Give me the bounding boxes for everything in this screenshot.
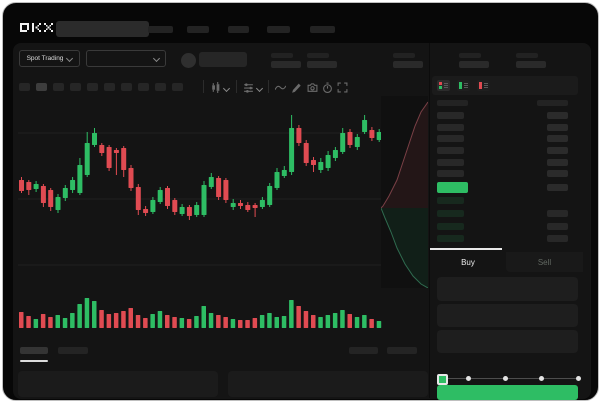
line-icon[interactable] [275, 82, 286, 93]
orderbook-view-buys-icon[interactable] [457, 80, 470, 91]
tab-buy[interactable]: Buy [430, 252, 506, 272]
search-input[interactable] [56, 21, 149, 37]
bottom-panel-1 [18, 371, 218, 397]
nav-item[interactable] [267, 26, 290, 33]
nav-item[interactable] [310, 26, 335, 33]
bottom-action-2[interactable] [387, 347, 417, 354]
draw-icon[interactable] [291, 82, 302, 93]
orderbook-view-split-icon[interactable] [437, 80, 450, 91]
slider-step-dot[interactable] [539, 376, 544, 381]
stat-value [307, 61, 337, 68]
last-amount-cell [547, 184, 568, 191]
timeframe-button[interactable] [155, 83, 166, 91]
market-type-dropdown[interactable]: Spot Trading [19, 50, 80, 67]
stat-label [307, 53, 329, 58]
stat-label [271, 53, 293, 58]
camera-icon[interactable] [307, 82, 318, 93]
order-input-1[interactable] [437, 277, 578, 301]
chevron-down-icon [152, 54, 161, 63]
ask-amount-cell [547, 112, 568, 119]
bottom-tab-indicator [20, 360, 48, 362]
order-input-2[interactable] [437, 304, 578, 327]
ask-price-cell[interactable] [437, 112, 464, 119]
volume-histogram [19, 298, 382, 328]
bid-price-cell[interactable] [437, 235, 464, 242]
bottom-panel-2 [228, 371, 428, 397]
amount-slider-handle[interactable] [437, 374, 448, 385]
nav-item[interactable] [148, 26, 173, 33]
bid-amount-cell [547, 235, 568, 242]
orderbook-view-sells-icon[interactable] [477, 80, 490, 91]
price-indicator-dot [181, 53, 196, 68]
bid-price-cell[interactable] [437, 210, 464, 217]
bottom-action-1[interactable] [349, 347, 378, 354]
nav-item[interactable] [228, 26, 249, 33]
ask-amount-cell [547, 147, 568, 154]
market-type-label: Spot Trading [26, 55, 64, 62]
ask-amount-cell [547, 124, 568, 131]
slider-step-dot[interactable] [576, 376, 581, 381]
ask-amount-cell [547, 159, 568, 166]
nav-item[interactable] [187, 26, 209, 33]
timeframe-button[interactable] [104, 83, 115, 91]
bid-price-cell[interactable] [437, 223, 464, 230]
slider-step-dot[interactable] [503, 376, 508, 381]
bottom-tab-2[interactable] [58, 347, 88, 354]
panel-divider [429, 43, 430, 398]
pair-value-placeholder[interactable] [199, 52, 247, 67]
timeframe-button[interactable] [53, 83, 64, 91]
toolbar-divider [268, 80, 269, 93]
ask-amount-cell [547, 135, 568, 142]
ask-amount-cell [547, 170, 568, 177]
ask-price-cell[interactable] [437, 147, 464, 154]
expand-icon[interactable] [337, 82, 348, 93]
last-price-highlight[interactable] [437, 182, 468, 193]
order-input-3[interactable] [437, 330, 578, 353]
timeframe-button[interactable] [121, 83, 132, 91]
stat-label [393, 53, 415, 58]
ask-price-cell[interactable] [437, 170, 464, 177]
orderbook-header [432, 76, 578, 95]
stat-value [516, 61, 546, 68]
timeframe-button[interactable] [172, 83, 183, 91]
chevron-down-icon [66, 54, 74, 63]
timeframe-button[interactable] [36, 83, 47, 91]
bid-amount-cell [547, 210, 568, 217]
timer-icon[interactable] [322, 82, 333, 93]
active-tab-indicator [430, 248, 502, 250]
tab-sell-label: Sell [537, 257, 552, 267]
bottom-tab-1[interactable] [20, 347, 48, 354]
timeframe-button[interactable] [138, 83, 149, 91]
orderbook-col-price [437, 100, 468, 106]
timeframe-button[interactable] [19, 83, 30, 91]
amount-slider-track [445, 378, 578, 379]
toolbar-divider [203, 80, 204, 93]
stat-value [271, 61, 301, 68]
tab-sell[interactable]: Sell [506, 252, 583, 272]
bid-amount-cell [547, 223, 568, 230]
buy-submit-button[interactable] [437, 385, 578, 400]
orderbook-col-amount [537, 100, 568, 106]
stat-value [459, 61, 489, 68]
stat-value [393, 61, 423, 68]
ask-price-cell[interactable] [437, 159, 464, 166]
candles-icon[interactable] [210, 82, 221, 93]
pair-selector-dropdown[interactable] [86, 50, 166, 67]
stat-label [516, 53, 538, 58]
depth-overlay [381, 96, 428, 288]
ask-price-cell[interactable] [437, 124, 464, 131]
slider-step-dot[interactable] [466, 376, 471, 381]
timeframe-button[interactable] [87, 83, 98, 91]
indicators-icon[interactable] [243, 82, 254, 93]
okx-logo[interactable] [20, 23, 54, 33]
toolbar-divider [236, 80, 237, 93]
candlestick-chart[interactable] [18, 96, 382, 336]
bid-price-cell[interactable] [437, 197, 464, 204]
ask-price-cell[interactable] [437, 135, 464, 142]
stat-label [459, 53, 481, 58]
tab-buy-label: Buy [461, 257, 475, 267]
timeframe-button[interactable] [70, 83, 81, 91]
